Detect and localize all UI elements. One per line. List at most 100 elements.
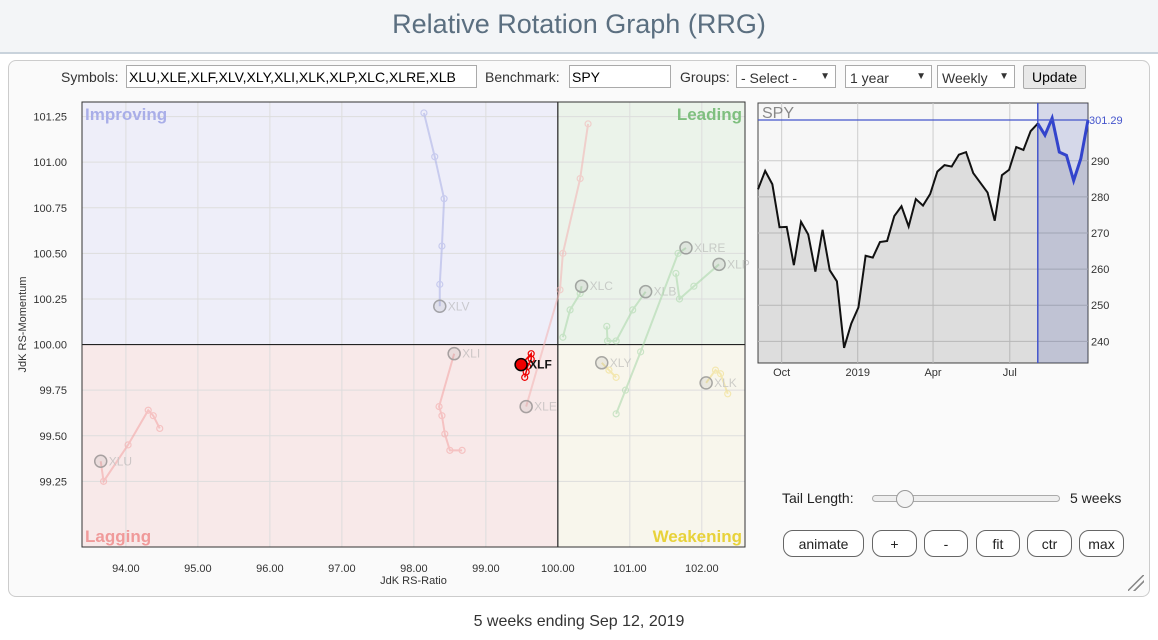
tail-point[interactable] <box>124 441 132 449</box>
tail-point[interactable] <box>675 295 684 303</box>
series-label: XLY <box>610 356 632 370</box>
x-tick-label: 102.00 <box>685 563 719 575</box>
benchmark-input[interactable] <box>569 65 671 88</box>
resize-handle-icon[interactable] <box>1128 575 1144 591</box>
tail-head-point[interactable] <box>712 257 726 272</box>
tail-xlf[interactable]: XLF <box>514 350 552 381</box>
series-label: XLK <box>714 376 737 390</box>
tail-point[interactable] <box>559 333 567 341</box>
rrg-chart[interactable]: 94.00 95.00 96.00 97.00 98.00 99.00 100.00 101.… <box>0 0 760 600</box>
tail-xlc[interactable]: XLC <box>559 279 613 341</box>
chevron-down-icon: ▼ <box>916 71 926 82</box>
tail-head-point[interactable] <box>433 299 447 314</box>
animate-button[interactable]: animate <box>783 530 864 557</box>
tail-point[interactable] <box>458 446 466 454</box>
frequency-select[interactable]: Weekly ▼ <box>937 65 1015 88</box>
y-tick-label: 100.75 <box>33 203 67 215</box>
tail-xly[interactable]: XLY <box>594 356 632 381</box>
tail-point[interactable] <box>431 153 439 161</box>
x-axis-label: JdK RS-Ratio <box>380 575 447 587</box>
tail-head-point[interactable] <box>594 356 609 370</box>
tail-point[interactable] <box>672 269 680 278</box>
tail-point[interactable] <box>440 195 448 203</box>
tail-xlb[interactable]: XLB <box>603 284 677 345</box>
tail-length-slider-thumb[interactable] <box>895 490 914 508</box>
tail-point[interactable] <box>144 406 152 414</box>
tail-xlk[interactable]: XLK <box>699 366 737 398</box>
tail-head-point[interactable] <box>679 241 693 255</box>
tail-xlv[interactable]: XLV <box>420 109 470 314</box>
y-tick-label: 99.50 <box>39 431 67 443</box>
tail-head-point[interactable] <box>93 454 108 469</box>
tail-point[interactable] <box>99 477 108 485</box>
series-label: XLB <box>654 285 677 299</box>
tail-point[interactable] <box>420 109 428 117</box>
tail-point[interactable] <box>576 174 584 183</box>
groups-select[interactable]: - Select - ▼ <box>736 65 836 88</box>
tail-xlu[interactable]: XLU <box>93 406 164 485</box>
tail-point[interactable] <box>527 350 535 358</box>
leading-quadrant <box>557 102 745 345</box>
fit-button[interactable]: fit <box>976 530 1020 557</box>
title-bar: Relative Rotation Graph (RRG) <box>0 0 1158 54</box>
tail-point[interactable] <box>446 446 454 454</box>
tail-point[interactable] <box>612 410 620 418</box>
zoom-out-button[interactable]: - <box>924 530 968 557</box>
tail-point[interactable] <box>438 242 446 250</box>
zoom-in-button[interactable]: + <box>872 530 917 557</box>
groups-select-value: - Select - <box>741 70 798 86</box>
tail-head-point[interactable] <box>699 376 713 390</box>
period-select[interactable]: 1 year ▼ <box>845 65 932 88</box>
tail-head-point[interactable] <box>519 399 533 414</box>
tail-point[interactable] <box>603 322 611 330</box>
y-tick-label: 99.25 <box>39 476 67 488</box>
symbols-input[interactable] <box>126 65 477 88</box>
tail-point[interactable] <box>629 306 637 314</box>
tail-line <box>561 286 583 338</box>
tail-point[interactable] <box>612 337 620 345</box>
tail-point[interactable] <box>637 348 645 356</box>
center-button[interactable]: ctr <box>1027 530 1072 557</box>
series-label: XLI <box>462 347 480 361</box>
tail-line <box>520 351 532 378</box>
tail-point[interactable] <box>559 249 567 257</box>
tail-point[interactable] <box>438 412 446 420</box>
tail-point[interactable] <box>436 280 444 288</box>
improving-quadrant <box>82 102 558 345</box>
tail-point[interactable] <box>435 402 443 411</box>
tail-point[interactable] <box>716 370 725 378</box>
tail-head-point[interactable] <box>574 279 589 293</box>
tail-point[interactable] <box>690 282 698 290</box>
tail-point[interactable] <box>576 289 584 298</box>
y-tick-label: 99.75 <box>39 385 67 397</box>
tail-point[interactable] <box>566 306 574 314</box>
tail-point[interactable] <box>724 390 732 398</box>
page-title: Relative Rotation Graph (RRG) <box>392 9 766 39</box>
tail-point[interactable] <box>584 120 592 128</box>
series-label: XLV <box>448 299 470 313</box>
x-tick-label: 97.00 <box>328 563 356 575</box>
tail-point[interactable] <box>603 337 612 345</box>
lagging-quadrant <box>82 344 558 547</box>
weakening-quadrant <box>557 344 745 547</box>
tail-xli[interactable]: XLI <box>435 346 480 454</box>
update-button[interactable]: Update <box>1023 65 1087 89</box>
max-button[interactable]: max <box>1079 530 1124 557</box>
tail-point[interactable] <box>556 286 564 294</box>
tail-xlre[interactable]: XLRE <box>612 241 725 418</box>
series-label: XLU <box>109 454 132 468</box>
tail-head-point[interactable] <box>638 284 653 299</box>
tail-xlp[interactable]: XLP <box>672 257 750 303</box>
tail-head-point[interactable] <box>447 346 461 361</box>
tail-point[interactable] <box>149 412 157 420</box>
tail-point[interactable] <box>441 430 449 438</box>
tail-xle[interactable]: XLE <box>519 120 592 414</box>
tail-point[interactable] <box>711 366 720 374</box>
tail-length-slider[interactable] <box>872 490 1060 508</box>
tail-point[interactable] <box>674 249 682 257</box>
tail-point[interactable] <box>605 366 613 374</box>
tail-point[interactable] <box>156 424 164 433</box>
tail-point[interactable] <box>621 386 630 394</box>
tail-point[interactable] <box>612 373 620 381</box>
tail-head-point[interactable] <box>514 357 528 372</box>
